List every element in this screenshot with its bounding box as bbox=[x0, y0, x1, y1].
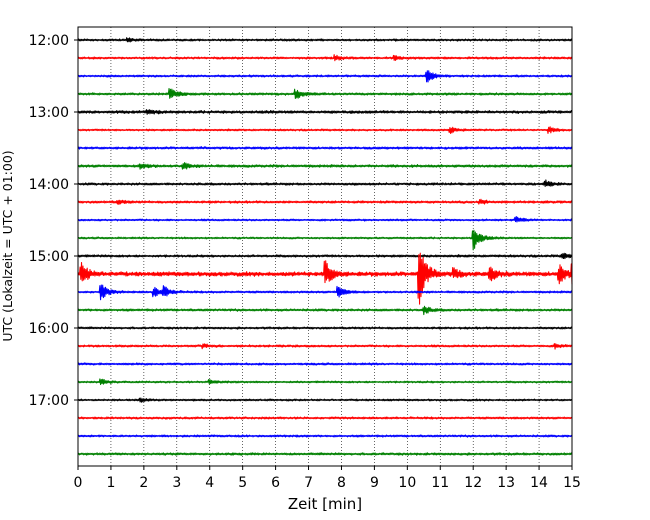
trace-1430 bbox=[77, 215, 573, 223]
trace-1230 bbox=[77, 70, 573, 83]
x-axis-ticks: 0 1 2 3 4 5 6 7 8 9 10 11 12 13 14 15 bbox=[74, 466, 581, 491]
trace-1315 bbox=[77, 126, 573, 134]
trace-1515 bbox=[77, 252, 573, 305]
trace-1715 bbox=[77, 416, 573, 420]
x-tick-label: 1 bbox=[106, 475, 115, 491]
trace-1245 bbox=[77, 88, 573, 100]
trace-1415 bbox=[77, 198, 573, 206]
trace-1200 bbox=[77, 37, 573, 43]
trace-1330 bbox=[77, 146, 573, 150]
x-tick-label: 8 bbox=[337, 475, 346, 491]
trace-1600 bbox=[77, 326, 573, 330]
x-tick-label: 7 bbox=[304, 475, 313, 491]
trace-1500 bbox=[77, 252, 573, 260]
trace-1445 bbox=[77, 229, 573, 251]
trace-1700 bbox=[77, 397, 573, 403]
y-tick-label: 17:00 bbox=[29, 393, 69, 409]
x-tick-label: 12 bbox=[464, 475, 482, 491]
y-axis-title: UTC (Lokalzeit = UTC + 01:00) bbox=[0, 150, 15, 341]
x-tick-label: 3 bbox=[172, 475, 181, 491]
y-tick-label: 13:00 bbox=[29, 105, 69, 121]
x-tick-label: 14 bbox=[530, 475, 548, 491]
x-axis-title: Zeit [min] bbox=[288, 495, 362, 513]
trace-1530 bbox=[77, 284, 573, 301]
trace-1745 bbox=[77, 452, 573, 456]
x-tick-label: 11 bbox=[431, 475, 449, 491]
trace-1615 bbox=[77, 343, 573, 350]
traces-group bbox=[77, 37, 573, 456]
vertical-grid bbox=[110, 27, 540, 466]
trace-1215 bbox=[77, 54, 573, 62]
y-axis-ticks: 12:00 13:00 14:00 15:00 16:00 17:00 bbox=[29, 33, 78, 409]
trace-1300 bbox=[77, 109, 573, 115]
trace-1730 bbox=[77, 434, 573, 438]
x-tick-label: 2 bbox=[139, 475, 148, 491]
y-tick-label: 14:00 bbox=[29, 177, 69, 193]
plot-background bbox=[78, 27, 572, 466]
x-tick-label: 13 bbox=[497, 475, 515, 491]
trace-1645 bbox=[77, 378, 573, 386]
x-tick-label: 10 bbox=[398, 475, 416, 491]
trace-1545 bbox=[77, 305, 573, 316]
y-tick-label: 16:00 bbox=[29, 321, 69, 337]
x-tick-label: 5 bbox=[238, 475, 247, 491]
x-tick-label: 4 bbox=[205, 475, 214, 491]
x-tick-label: 6 bbox=[271, 475, 280, 491]
x-tick-label: 15 bbox=[563, 475, 581, 491]
y-tick-label: 15:00 bbox=[29, 249, 69, 265]
trace-1400 bbox=[77, 179, 573, 187]
trace-1630 bbox=[77, 362, 573, 366]
plot-frame bbox=[77, 26, 573, 467]
x-tick-label: 0 bbox=[74, 475, 83, 491]
x-tick-label: 9 bbox=[370, 475, 379, 491]
trace-1345 bbox=[77, 162, 573, 170]
y-tick-label: 12:00 bbox=[29, 33, 69, 49]
